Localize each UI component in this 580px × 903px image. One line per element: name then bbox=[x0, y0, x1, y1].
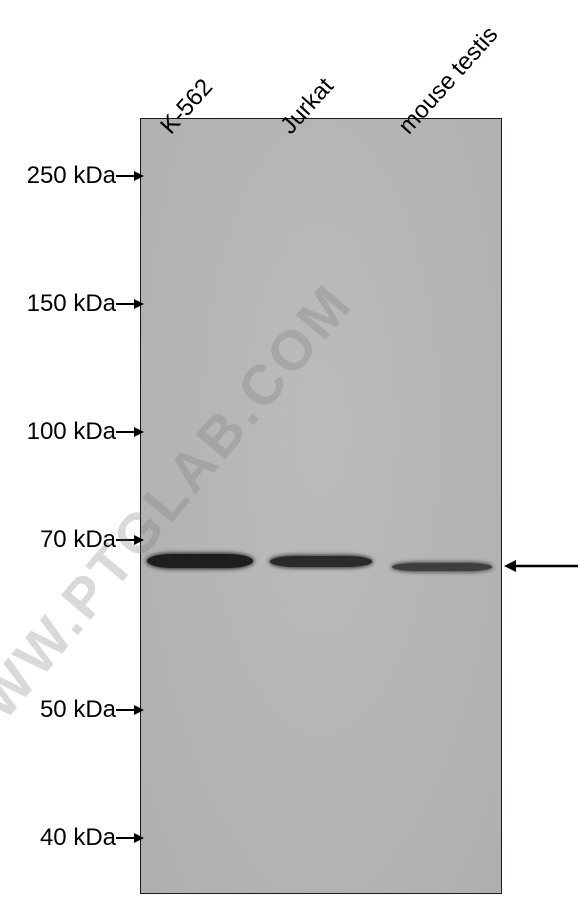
mw-arrow bbox=[116, 296, 144, 312]
blot-panel bbox=[140, 118, 502, 894]
mw-label: 100 kDa bbox=[27, 418, 116, 446]
band bbox=[270, 556, 372, 567]
mw-arrow bbox=[116, 424, 144, 440]
mw-arrow bbox=[116, 168, 144, 184]
mw-label: 50 kDa bbox=[40, 696, 116, 724]
mw-label: 150 kDa bbox=[27, 290, 116, 318]
mw-label: 250 kDa bbox=[27, 162, 116, 190]
band bbox=[147, 554, 253, 568]
target-arrow bbox=[504, 557, 580, 575]
mw-arrow bbox=[116, 830, 144, 846]
mw-label: 40 kDa bbox=[40, 824, 116, 852]
mw-arrow bbox=[116, 702, 144, 718]
mw-arrow bbox=[116, 532, 144, 548]
figure-container: K-562 Jurkat mouse testis 250 kDa 150 kD… bbox=[0, 0, 580, 903]
mw-label: 70 kDa bbox=[40, 526, 116, 554]
band bbox=[392, 563, 492, 571]
